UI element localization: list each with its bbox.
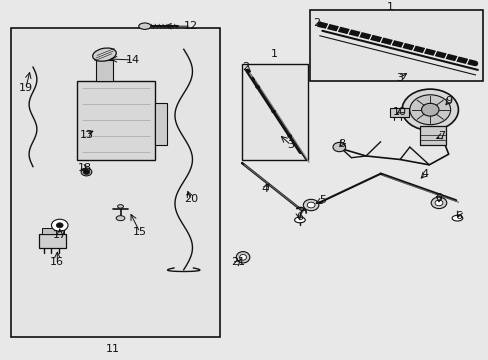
Text: 10: 10 [392,107,406,117]
Bar [96,60,113,81]
Circle shape [303,199,318,211]
Text: 19: 19 [19,84,33,93]
Text: 9: 9 [444,96,451,106]
Text: 6: 6 [295,212,303,222]
Ellipse shape [93,48,116,61]
Bar [39,234,66,248]
Bar [11,28,220,337]
Text: 2: 2 [242,62,248,72]
Bar [242,63,307,159]
Bar [41,228,63,234]
Text: 15: 15 [133,228,147,237]
Circle shape [421,103,438,116]
Ellipse shape [451,215,462,221]
Bar [419,126,446,145]
Circle shape [306,202,314,208]
Circle shape [409,95,450,125]
Circle shape [401,89,458,130]
Circle shape [287,135,291,138]
Ellipse shape [81,168,92,176]
Ellipse shape [139,23,151,30]
Text: 5: 5 [318,195,325,206]
Ellipse shape [116,216,124,221]
Text: 4: 4 [421,169,428,179]
Circle shape [56,223,63,228]
Text: 17: 17 [53,230,67,240]
Text: 18: 18 [78,163,92,174]
Text: 5: 5 [435,193,442,203]
Text: 2: 2 [312,18,319,28]
Text: 3: 3 [287,140,294,150]
Circle shape [434,200,442,206]
Text: 4: 4 [261,184,268,194]
Ellipse shape [117,204,123,208]
Ellipse shape [239,255,246,260]
Circle shape [271,110,275,113]
Text: 6: 6 [454,211,461,221]
Text: 1: 1 [386,2,393,12]
Text: 16: 16 [50,257,64,267]
Text: 21: 21 [231,257,245,266]
Ellipse shape [294,217,305,223]
Circle shape [332,143,345,152]
Text: 7: 7 [437,131,444,141]
Text: 3: 3 [396,73,403,83]
Text: 12: 12 [183,21,198,31]
Text: 20: 20 [183,194,198,204]
Bar [389,108,408,117]
Text: 13: 13 [80,130,93,140]
Ellipse shape [236,252,249,263]
Circle shape [83,170,90,175]
Bar [154,103,166,145]
Text: 1: 1 [270,49,278,59]
Text: 11: 11 [106,344,120,354]
Text: 14: 14 [125,55,140,65]
Circle shape [51,219,68,231]
Bar [309,10,482,81]
Text: 8: 8 [338,139,345,149]
Bar [77,81,154,159]
Circle shape [430,197,446,208]
Circle shape [255,86,259,89]
